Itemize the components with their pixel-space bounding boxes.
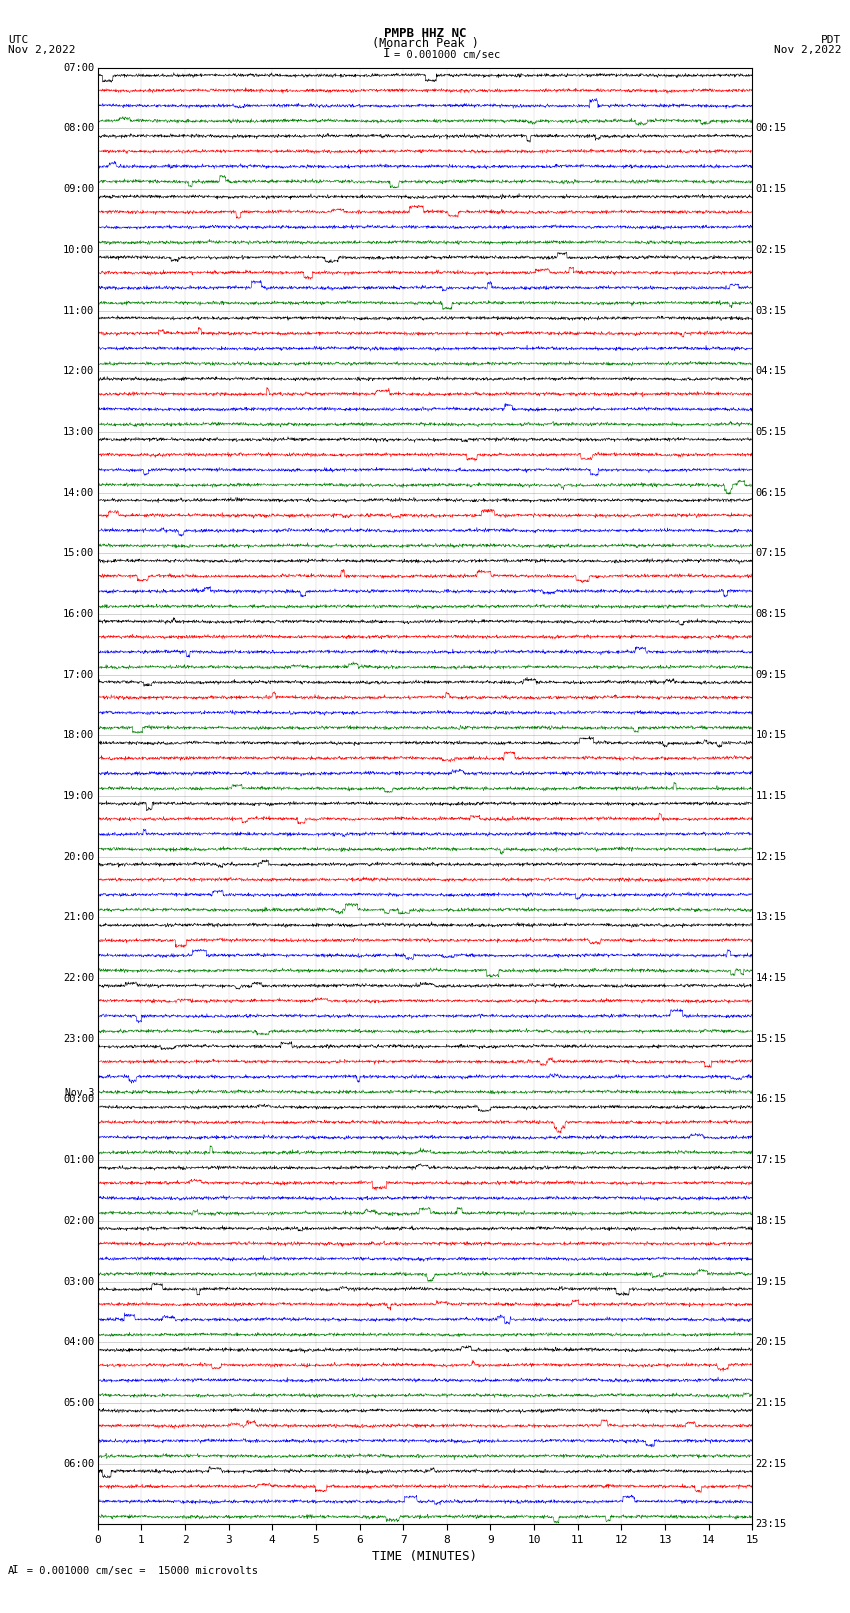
Text: 11:15: 11:15 (756, 790, 787, 802)
Text: 16:15: 16:15 (756, 1095, 787, 1105)
Text: 20:00: 20:00 (63, 852, 94, 861)
Text: Nov 2,2022: Nov 2,2022 (774, 45, 842, 55)
Text: 21:15: 21:15 (756, 1398, 787, 1408)
Text: A  = 0.001000 cm/sec =  15000 microvolts: A = 0.001000 cm/sec = 15000 microvolts (8, 1566, 258, 1576)
Text: 15:00: 15:00 (63, 548, 94, 558)
Text: 19:15: 19:15 (756, 1276, 787, 1287)
Text: 23:15: 23:15 (756, 1519, 787, 1529)
Text: 04:15: 04:15 (756, 366, 787, 376)
Text: 06:15: 06:15 (756, 487, 787, 497)
Text: 08:15: 08:15 (756, 610, 787, 619)
Text: 16:00: 16:00 (63, 610, 94, 619)
Text: 10:15: 10:15 (756, 731, 787, 740)
Text: 09:00: 09:00 (63, 184, 94, 194)
Text: 03:00: 03:00 (63, 1276, 94, 1287)
Text: 18:00: 18:00 (63, 731, 94, 740)
Text: 00:00: 00:00 (63, 1095, 94, 1105)
Text: 05:15: 05:15 (756, 427, 787, 437)
Text: UTC: UTC (8, 35, 29, 45)
Text: 11:00: 11:00 (63, 305, 94, 316)
X-axis label: TIME (MINUTES): TIME (MINUTES) (372, 1550, 478, 1563)
Text: 23:00: 23:00 (63, 1034, 94, 1044)
Text: 22:15: 22:15 (756, 1458, 787, 1468)
Text: 10:00: 10:00 (63, 245, 94, 255)
Text: 04:00: 04:00 (63, 1337, 94, 1347)
Text: I: I (383, 47, 390, 60)
Text: 07:15: 07:15 (756, 548, 787, 558)
Text: 17:00: 17:00 (63, 669, 94, 679)
Text: 19:00: 19:00 (63, 790, 94, 802)
Text: 20:15: 20:15 (756, 1337, 787, 1347)
Text: I: I (12, 1565, 19, 1576)
Text: 06:00: 06:00 (63, 1458, 94, 1468)
Text: Nov 3: Nov 3 (65, 1089, 94, 1098)
Text: 00:15: 00:15 (756, 124, 787, 134)
Text: 02:15: 02:15 (756, 245, 787, 255)
Text: 02:00: 02:00 (63, 1216, 94, 1226)
Text: 15:15: 15:15 (756, 1034, 787, 1044)
Text: 14:00: 14:00 (63, 487, 94, 497)
Text: 01:00: 01:00 (63, 1155, 94, 1165)
Text: 08:00: 08:00 (63, 124, 94, 134)
Text: = 0.001000 cm/sec: = 0.001000 cm/sec (394, 50, 500, 60)
Text: 07:00: 07:00 (63, 63, 94, 73)
Text: 21:00: 21:00 (63, 913, 94, 923)
Text: Nov 2,2022: Nov 2,2022 (8, 45, 76, 55)
Text: 22:00: 22:00 (63, 973, 94, 982)
Text: 09:15: 09:15 (756, 669, 787, 679)
Text: (Monarch Peak ): (Monarch Peak ) (371, 37, 479, 50)
Text: 13:00: 13:00 (63, 427, 94, 437)
Text: 05:00: 05:00 (63, 1398, 94, 1408)
Text: 01:15: 01:15 (756, 184, 787, 194)
Text: 12:15: 12:15 (756, 852, 787, 861)
Text: 13:15: 13:15 (756, 913, 787, 923)
Text: 03:15: 03:15 (756, 305, 787, 316)
Text: PMPB HHZ NC: PMPB HHZ NC (383, 26, 467, 39)
Text: 17:15: 17:15 (756, 1155, 787, 1165)
Text: PDT: PDT (821, 35, 842, 45)
Text: 14:15: 14:15 (756, 973, 787, 982)
Text: 12:00: 12:00 (63, 366, 94, 376)
Text: 18:15: 18:15 (756, 1216, 787, 1226)
